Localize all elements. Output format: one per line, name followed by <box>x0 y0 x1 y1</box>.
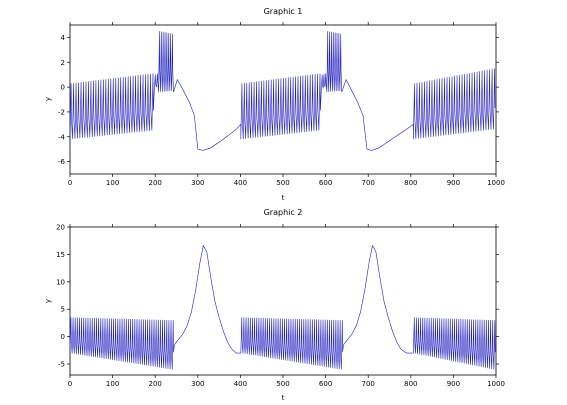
y-tick-label: -4 <box>58 133 66 141</box>
x-tick-label: 100 <box>106 380 119 388</box>
series-line <box>69 31 496 151</box>
series-line <box>69 244 496 370</box>
y-tick-label: 15 <box>56 251 65 259</box>
x-tick-label: 300 <box>191 380 204 388</box>
x-tick-label: 500 <box>276 179 289 187</box>
x-tick-label: 0 <box>68 380 72 388</box>
x-tick-label: 900 <box>447 380 460 388</box>
y-tick-label: -6 <box>58 158 66 166</box>
x-tick-label: 1000 <box>487 380 505 388</box>
y-tick-label: 20 <box>56 224 65 232</box>
chart-title: Graphic 1 <box>264 7 303 16</box>
x-axis: 0 100 200 300 400 500 600 700 800 900 1000 <box>68 224 505 388</box>
x-tick-label: 700 <box>362 179 375 187</box>
x-tick-label: 0 <box>68 179 72 187</box>
y-tick-label: 0 <box>61 333 65 341</box>
y-tick-label: 0 <box>61 84 65 92</box>
x-tick-label: 500 <box>276 380 289 388</box>
y-tick-label: 5 <box>61 306 65 314</box>
x-tick-label: 400 <box>234 179 247 187</box>
x-tick-label: 200 <box>149 380 162 388</box>
x-tick-label: 700 <box>362 380 375 388</box>
x-tick-label: 100 <box>106 179 119 187</box>
x-axis-label: t <box>282 394 285 401</box>
x-tick-label: 600 <box>319 380 332 388</box>
chart-title: Graphic 2 <box>264 208 303 217</box>
y-tick-label: -5 <box>58 361 65 369</box>
y-axis-label: y <box>44 97 52 101</box>
y-tick-label: 4 <box>61 34 66 42</box>
x-tick-label: 400 <box>234 380 247 388</box>
x-tick-label: 300 <box>191 179 204 187</box>
x-tick-label: 600 <box>319 179 332 187</box>
x-tick-label: 800 <box>404 179 417 187</box>
y-axis: -6 -4 -2 0 2 4 <box>58 34 499 166</box>
y-tick-label: 10 <box>56 278 65 286</box>
y-tick-label: 2 <box>61 59 65 67</box>
x-tick-label: 200 <box>149 179 162 187</box>
x-tick-label: 1000 <box>487 179 505 187</box>
x-tick-label: 900 <box>447 179 460 187</box>
x-tick-label: 800 <box>404 380 417 388</box>
x-axis: 0 100 200 300 400 500 600 700 800 900 1000 <box>68 22 505 187</box>
chart-graphic-2: Graphic 2 -5 0 5 10 15 20 0 100 200 300 400 500 600… <box>44 208 505 402</box>
chart-graphic-1: Graphic 1 -6 -4 -2 0 2 4 0 100 200 300 400 500 600 7… <box>44 7 505 202</box>
y-tick-label: -2 <box>58 108 65 116</box>
y-axis-label: y <box>44 299 52 303</box>
x-axis-label: t <box>282 194 285 202</box>
y-axis: -5 0 5 10 15 20 <box>56 224 499 369</box>
